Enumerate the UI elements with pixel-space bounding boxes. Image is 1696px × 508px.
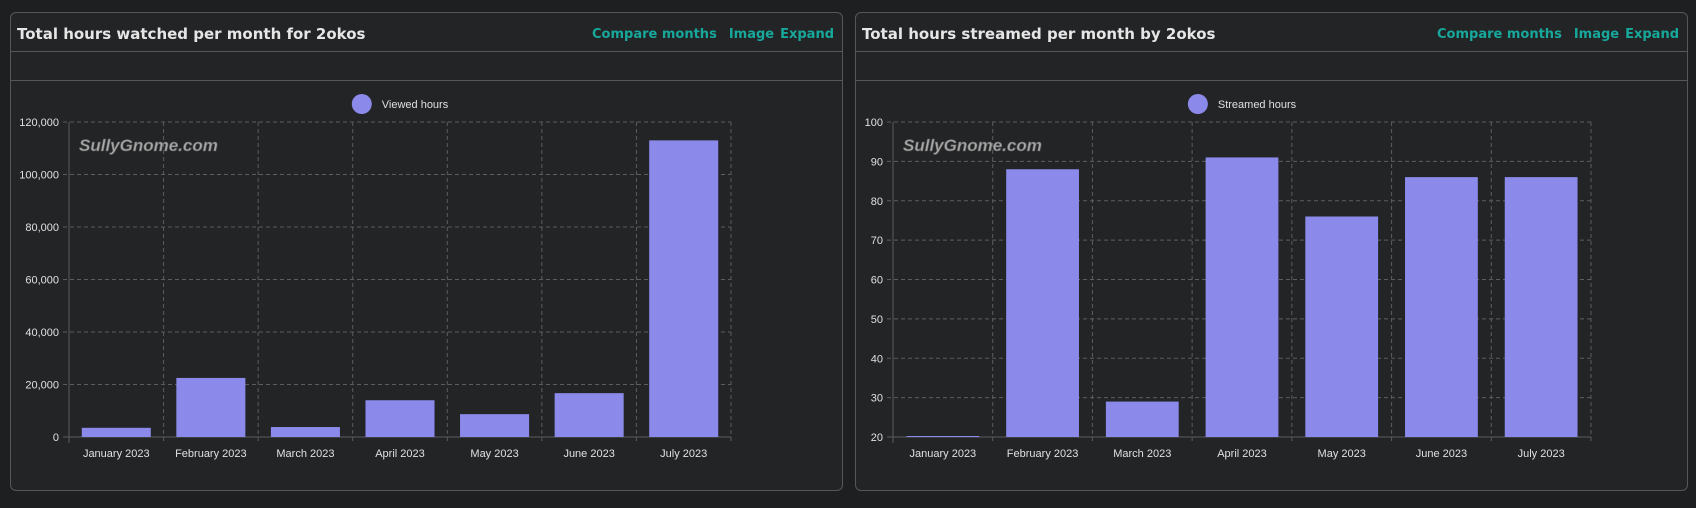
y-tick-label: 40: [871, 353, 883, 365]
panel-subbar: [11, 51, 842, 81]
panel-actions: Compare months Image Expand: [592, 27, 834, 42]
chart-area: Viewed hours 0 20,000 40,000 60,000 80,000 100…: [11, 81, 842, 490]
panel-title: Total hours streamed per month by 2okos: [862, 25, 1216, 43]
y-tick-label: 80,000: [25, 222, 59, 234]
bar: [270, 427, 340, 437]
panel-title: Total hours watched per month for 2okos: [17, 25, 366, 43]
x-tick-label: May 2023: [470, 448, 518, 460]
x-tick-label: January 2023: [910, 448, 977, 460]
image-link[interactable]: Image: [1573, 27, 1620, 42]
watermark: SullyGnome.com: [903, 136, 1042, 155]
bar: [1504, 177, 1578, 437]
image-link[interactable]: Image: [728, 27, 775, 42]
bar-chart-hours-streamed: Streamed hours 20 30 40 50 60 70 80 90 100 January…: [865, 94, 1592, 460]
legend-label: Viewed hours: [382, 99, 449, 111]
legend-swatch: [1187, 94, 1208, 114]
y-tick-label: 60,000: [25, 275, 59, 287]
x-tick-label: May 2023: [1318, 448, 1366, 460]
y-tick-label: 90: [871, 156, 883, 168]
panel-header: Total hours streamed per month by 2okos …: [856, 13, 1687, 52]
y-tick-label: 20: [871, 432, 883, 444]
x-tick-label: February 2023: [175, 448, 247, 460]
legend-swatch: [351, 94, 372, 114]
y-tick-label: 40,000: [25, 327, 59, 339]
y-tick-label: 0: [53, 432, 59, 444]
compare-months-link[interactable]: Compare months: [1437, 27, 1562, 42]
legend-label: Streamed hours: [1218, 99, 1297, 111]
bar: [554, 393, 624, 437]
bar: [649, 140, 719, 437]
x-tick-label: March 2023: [276, 448, 334, 460]
x-tick-label: June 2023: [563, 448, 614, 460]
x-tick-label: April 2023: [1217, 448, 1267, 460]
bar: [1305, 216, 1379, 437]
bar-chart-hours-watched: Viewed hours 0 20,000 40,000 60,000 80,000 100…: [19, 94, 732, 460]
expand-link[interactable]: Expand: [1625, 27, 1679, 42]
y-tick-label: 120,000: [19, 117, 59, 129]
panel-header: Total hours watched per month for 2okos …: [11, 13, 842, 52]
compare-months-link[interactable]: Compare months: [592, 27, 717, 42]
y-tick-label: 50: [871, 314, 883, 326]
expand-link[interactable]: Expand: [780, 27, 834, 42]
y-tick-label: 100,000: [19, 170, 59, 182]
bar: [1105, 401, 1179, 437]
bar: [1405, 177, 1478, 437]
bar: [81, 427, 151, 437]
bar: [176, 377, 246, 437]
bar: [1006, 169, 1079, 437]
bar: [460, 414, 530, 437]
panel-subbar: [856, 51, 1687, 81]
bar: [365, 400, 435, 437]
x-tick-label: January 2023: [83, 448, 150, 460]
x-tick-label: March 2023: [1113, 448, 1171, 460]
y-tick-label: 100: [865, 117, 883, 129]
y-tick-label: 80: [871, 196, 883, 208]
bar: [906, 436, 980, 437]
x-tick-label: February 2023: [1007, 448, 1079, 460]
chart-panel-hours-watched: Total hours watched per month for 2okos …: [10, 12, 843, 491]
y-tick-label: 60: [871, 275, 883, 287]
chart-panel-hours-streamed: Total hours streamed per month by 2okos …: [855, 12, 1688, 491]
x-tick-label: July 2023: [660, 448, 707, 460]
bar: [1205, 157, 1279, 437]
x-tick-label: April 2023: [375, 448, 425, 460]
y-tick-label: 20,000: [25, 380, 59, 392]
y-tick-label: 30: [871, 393, 883, 405]
chart-area: Streamed hours 20 30 40 50 60 70 80 90 100 January…: [856, 81, 1687, 490]
y-tick-label: 70: [871, 235, 883, 247]
watermark: SullyGnome.com: [79, 136, 218, 155]
x-tick-label: July 2023: [1518, 448, 1565, 460]
panel-actions: Compare months Image Expand: [1437, 27, 1679, 42]
x-tick-label: June 2023: [1416, 448, 1467, 460]
